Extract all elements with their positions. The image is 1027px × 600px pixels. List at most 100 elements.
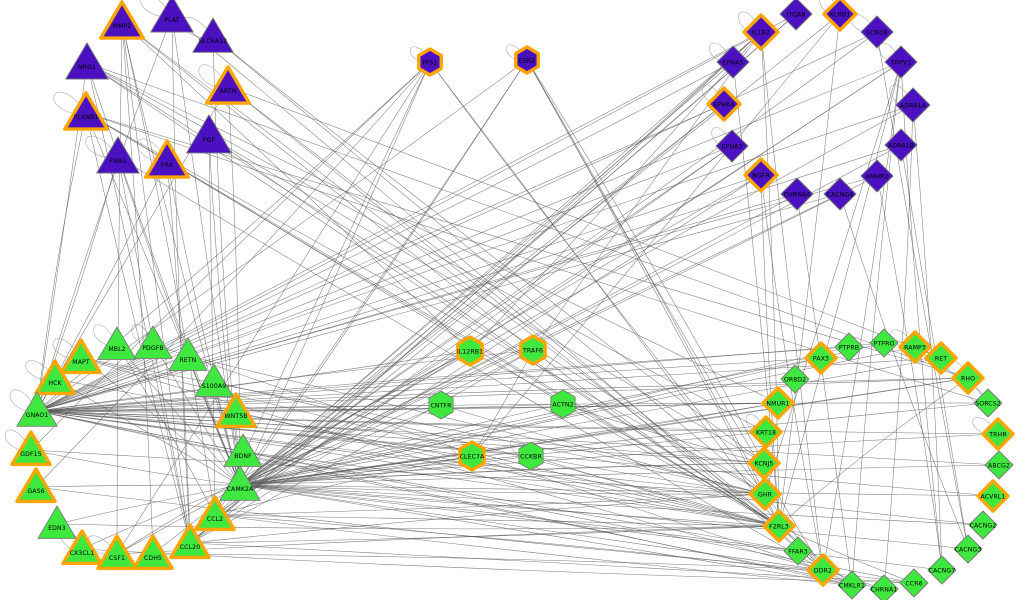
graph-node[interactable] xyxy=(34,359,76,396)
node-shape-triangle[interactable] xyxy=(96,136,140,174)
graph-node[interactable] xyxy=(10,430,52,467)
node-shape-diamond[interactable] xyxy=(927,555,957,585)
node-shape-triangle[interactable] xyxy=(219,465,261,501)
graph-node[interactable] xyxy=(953,534,983,564)
graph-node[interactable] xyxy=(783,536,813,566)
graph-node[interactable] xyxy=(860,159,894,193)
graph-node[interactable] xyxy=(834,332,864,362)
graph-node[interactable] xyxy=(133,325,173,359)
node-shape-diamond[interactable] xyxy=(780,364,810,394)
graph-node[interactable] xyxy=(99,0,145,40)
node-shape-triangle[interactable] xyxy=(99,0,145,40)
node-shape-diamond[interactable] xyxy=(976,479,1010,513)
node-shape-triangle[interactable] xyxy=(37,505,77,539)
node-shape-triangle[interactable] xyxy=(15,467,57,504)
node-shape-hexagon[interactable] xyxy=(456,335,484,367)
node-shape-diamond[interactable] xyxy=(804,341,838,375)
node-shape-triangle[interactable] xyxy=(96,534,138,571)
node-shape-diamond[interactable] xyxy=(899,568,929,598)
graph-node[interactable] xyxy=(194,363,234,397)
node-shape-diamond[interactable] xyxy=(860,159,894,193)
graph-node[interactable] xyxy=(456,335,484,367)
node-shape-hexagon[interactable] xyxy=(550,389,576,419)
graph-node[interactable] xyxy=(804,341,838,375)
graph-node[interactable] xyxy=(749,415,783,449)
graph-node[interactable] xyxy=(927,555,957,585)
graph-node[interactable] xyxy=(514,45,540,75)
graph-node[interactable] xyxy=(748,477,782,511)
graph-node[interactable] xyxy=(150,0,194,33)
node-shape-triangle[interactable] xyxy=(63,91,109,131)
node-shape-diamond[interactable] xyxy=(953,534,983,564)
graph-node[interactable] xyxy=(899,568,929,598)
graph-node[interactable] xyxy=(715,129,749,163)
graph-node[interactable] xyxy=(223,433,263,467)
node-shape-diamond[interactable] xyxy=(743,157,779,193)
node-shape-triangle[interactable] xyxy=(133,325,173,359)
graph-node[interactable] xyxy=(743,157,779,193)
node-shape-diamond[interactable] xyxy=(951,361,985,395)
node-shape-diamond[interactable] xyxy=(716,45,750,79)
graph-node[interactable] xyxy=(968,510,998,540)
graph-node[interactable] xyxy=(169,523,211,560)
node-shape-diamond[interactable] xyxy=(981,417,1015,451)
graph-node[interactable] xyxy=(144,139,190,179)
graph-node[interactable] xyxy=(951,361,985,395)
node-shape-diamond[interactable] xyxy=(984,450,1014,480)
graph-node[interactable] xyxy=(97,326,137,360)
node-shape-diamond[interactable] xyxy=(806,553,840,587)
node-shape-triangle[interactable] xyxy=(215,392,257,429)
graph-node[interactable] xyxy=(761,386,795,420)
graph-node[interactable] xyxy=(762,509,796,543)
graph-node[interactable] xyxy=(15,467,57,504)
node-shape-diamond[interactable] xyxy=(748,477,782,511)
graph-node[interactable] xyxy=(780,364,810,394)
node-shape-diamond[interactable] xyxy=(834,332,864,362)
node-shape-triangle[interactable] xyxy=(16,391,58,427)
node-shape-hexagon[interactable] xyxy=(519,334,547,366)
graph-node[interactable] xyxy=(860,15,894,49)
graph-node[interactable] xyxy=(823,177,857,211)
graph-node[interactable] xyxy=(61,529,103,566)
graph-node[interactable] xyxy=(60,338,102,375)
node-shape-diamond[interactable] xyxy=(924,341,958,375)
graph-node[interactable] xyxy=(984,450,1014,480)
node-shape-diamond[interactable] xyxy=(884,128,918,162)
graph-node[interactable] xyxy=(869,574,899,600)
graph-node[interactable] xyxy=(780,177,814,211)
graph-node[interactable] xyxy=(417,47,443,77)
graph-node[interactable] xyxy=(65,42,109,80)
node-shape-diamond[interactable] xyxy=(869,574,899,600)
node-shape-triangle[interactable] xyxy=(150,0,194,33)
node-shape-triangle[interactable] xyxy=(192,17,234,53)
node-shape-diamond[interactable] xyxy=(762,509,796,543)
graph-node[interactable] xyxy=(924,341,958,375)
node-shape-triangle[interactable] xyxy=(97,326,137,360)
node-shape-diamond[interactable] xyxy=(742,13,780,51)
node-shape-diamond[interactable] xyxy=(898,330,932,364)
graph-node[interactable] xyxy=(215,392,257,429)
node-shape-diamond[interactable] xyxy=(895,87,931,123)
graph-node[interactable] xyxy=(884,128,918,162)
node-shape-hexagon[interactable] xyxy=(428,390,454,420)
node-shape-triangle[interactable] xyxy=(34,359,76,396)
node-shape-triangle[interactable] xyxy=(194,495,236,532)
graph-node[interactable] xyxy=(205,65,251,105)
node-shape-triangle[interactable] xyxy=(132,534,174,571)
graph-node[interactable] xyxy=(194,495,236,532)
graph-node[interactable] xyxy=(519,334,547,366)
graph-node[interactable] xyxy=(428,390,454,420)
graph-node[interactable] xyxy=(518,441,544,471)
node-shape-diamond[interactable] xyxy=(779,0,813,31)
graph-node[interactable] xyxy=(837,570,867,600)
graph-node[interactable] xyxy=(63,91,109,131)
graph-node[interactable] xyxy=(458,440,486,472)
graph-node[interactable] xyxy=(869,328,899,358)
graph-node[interactable] xyxy=(186,114,232,154)
graph-node[interactable] xyxy=(895,87,931,123)
node-shape-diamond[interactable] xyxy=(973,388,1003,418)
node-shape-diamond[interactable] xyxy=(869,328,899,358)
graph-node[interactable] xyxy=(96,534,138,571)
graph-node[interactable] xyxy=(742,13,780,51)
node-shape-diamond[interactable] xyxy=(823,177,857,211)
